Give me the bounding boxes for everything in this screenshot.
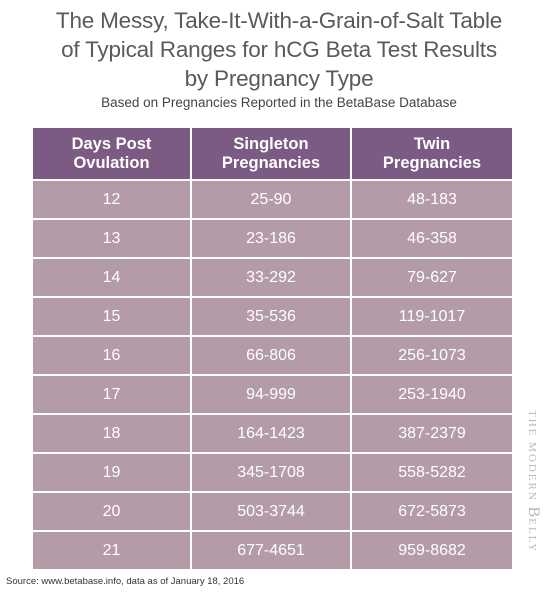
cell-twin: 253-1940 xyxy=(352,376,512,413)
cell-singleton: 677-4651 xyxy=(192,532,350,569)
header-days-post-ovulation: Days Post Ovulation xyxy=(33,128,190,179)
cell-days: 17 xyxy=(33,376,190,413)
cell-days: 20 xyxy=(33,493,190,530)
cell-singleton: 503-3744 xyxy=(192,493,350,530)
cell-singleton: 66-806 xyxy=(192,337,350,374)
table-row: 21 677-4651 959-8682 xyxy=(33,532,512,569)
cell-days: 15 xyxy=(33,298,190,335)
table-row: 17 94-999 253-1940 xyxy=(33,376,512,413)
cell-days: 16 xyxy=(33,337,190,374)
source-note: Source: www.betabase.info, data as of Ja… xyxy=(6,576,245,587)
cell-twin: 48-183 xyxy=(352,181,512,218)
table-row: 20 503-3744 672-5873 xyxy=(33,493,512,530)
brand-part-1: THE MODERN xyxy=(526,410,538,507)
cell-twin: 558-5282 xyxy=(352,454,512,491)
cell-singleton: 35-536 xyxy=(192,298,350,335)
cell-days: 13 xyxy=(33,220,190,257)
cell-twin: 959-8682 xyxy=(352,532,512,569)
cell-singleton: 33-292 xyxy=(192,259,350,296)
cell-twin: 256-1073 xyxy=(352,337,512,374)
cell-days: 12 xyxy=(33,181,190,218)
cell-singleton: 25-90 xyxy=(192,181,350,218)
cell-singleton: 23-186 xyxy=(192,220,350,257)
table-row: 18 164-1423 387-2379 xyxy=(33,415,512,452)
cell-days: 18 xyxy=(33,415,190,452)
title-line-3: by Pregnancy Type xyxy=(184,66,374,91)
title-line-1: The Messy, Take-It-With-a-Grain-of-Salt … xyxy=(55,8,503,33)
cell-twin: 46-358 xyxy=(352,220,512,257)
table-header-row: Days Post Ovulation Singleton Pregnancie… xyxy=(33,128,512,179)
cell-singleton: 164-1423 xyxy=(192,415,350,452)
brand-part-2: ELLY xyxy=(526,518,538,554)
cell-twin: 387-2379 xyxy=(352,415,512,452)
table-row: 13 23-186 46-358 xyxy=(33,220,512,257)
table-row: 14 33-292 79-627 xyxy=(33,259,512,296)
title-line-2: of Typical Ranges for hCG Beta Test Resu… xyxy=(61,37,497,62)
cell-twin: 672-5873 xyxy=(352,493,512,530)
cell-singleton: 94-999 xyxy=(192,376,350,413)
brand-logo-text: THE MODERN BELLY xyxy=(524,410,542,553)
cell-days: 19 xyxy=(33,454,190,491)
table-row: 15 35-536 119-1017 xyxy=(33,298,512,335)
table-row: 16 66-806 256-1073 xyxy=(33,337,512,374)
page-subtitle: Based on Pregnancies Reported in the Bet… xyxy=(101,95,457,110)
page-title: The Messy, Take-It-With-a-Grain-of-Salt … xyxy=(0,6,558,93)
cell-singleton: 345-1708 xyxy=(192,454,350,491)
hcg-table: Days Post Ovulation Singleton Pregnancie… xyxy=(33,128,512,571)
header-twin-pregnancies: Twin Pregnancies xyxy=(352,128,512,179)
table-row: 19 345-1708 558-5282 xyxy=(33,454,512,491)
cell-days: 14 xyxy=(33,259,190,296)
table-row: 12 25-90 48-183 xyxy=(33,181,512,218)
cell-days: 21 xyxy=(33,532,190,569)
cell-twin: 119-1017 xyxy=(352,298,512,335)
cell-twin: 79-627 xyxy=(352,259,512,296)
brand-watermark: THE MODERN BELLY xyxy=(525,410,545,585)
brand-big-letter: B xyxy=(525,506,542,519)
header-singleton-pregnancies: Singleton Pregnancies xyxy=(192,128,350,179)
